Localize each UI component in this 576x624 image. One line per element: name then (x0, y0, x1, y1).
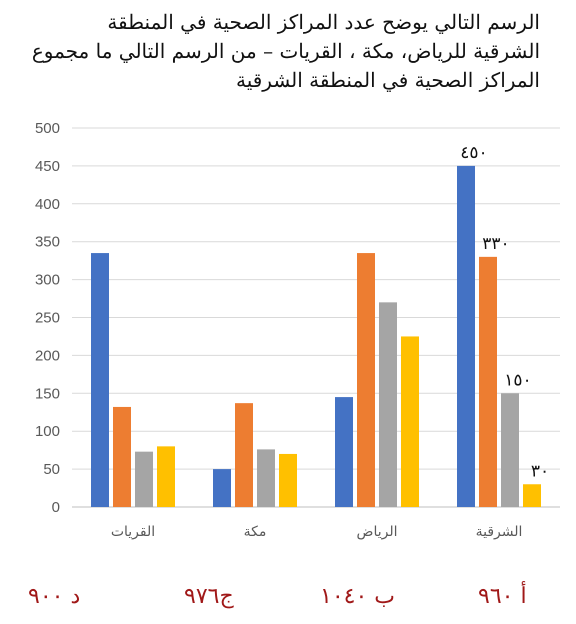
bar (213, 469, 231, 507)
bar (501, 393, 519, 507)
answer-d[interactable]: د ٩٠٠ (28, 584, 80, 609)
bar (135, 452, 153, 507)
y-tick-label: 0 (52, 499, 60, 516)
y-tick-label: 350 (35, 234, 60, 251)
bar (279, 454, 297, 507)
y-tick-label: 450 (35, 158, 60, 175)
y-tick-label: 500 (35, 120, 60, 137)
y-tick-label: 200 (35, 347, 60, 364)
y-tick-label: 300 (35, 272, 60, 289)
answer-b[interactable]: ب ١٠٤٠ (320, 584, 395, 609)
bar (401, 336, 419, 507)
data-label: ٤٥٠ (460, 143, 487, 163)
bar-chart: 0 50 100 150 200 250 300 350 400 450 500 القريات مكة… (0, 0, 576, 560)
bar (335, 397, 353, 507)
x-tick-label: القريات (111, 524, 155, 540)
bar (257, 449, 275, 507)
y-tick-label: 250 (35, 310, 60, 327)
bar (157, 446, 175, 507)
bar (523, 484, 541, 507)
bar (113, 407, 131, 507)
bar (235, 403, 253, 507)
bar (457, 166, 475, 507)
bar (91, 253, 109, 507)
y-tick-label: 400 (35, 196, 60, 213)
x-tick-label: مكة (244, 524, 267, 540)
data-label: ١٥٠ (504, 370, 531, 390)
bar (357, 253, 375, 507)
y-tick-label: 50 (43, 461, 60, 478)
y-tick-label: 100 (35, 423, 60, 440)
answer-choices: أ ٩٦٠ ب ١٠٤٠ ج٩٧٦ د ٩٠٠ (0, 584, 576, 624)
x-tick-label: الرياض (357, 524, 398, 540)
bar (379, 302, 397, 507)
y-tick-label: 150 (35, 385, 60, 402)
x-tick-label: الشرقية (476, 524, 523, 540)
answer-c[interactable]: ج٩٧٦ (184, 584, 234, 609)
bar (479, 257, 497, 507)
data-label: ٣٠ (531, 461, 549, 481)
answer-a[interactable]: أ ٩٦٠ (478, 584, 527, 609)
data-label: ٣٣٠ (482, 234, 509, 254)
